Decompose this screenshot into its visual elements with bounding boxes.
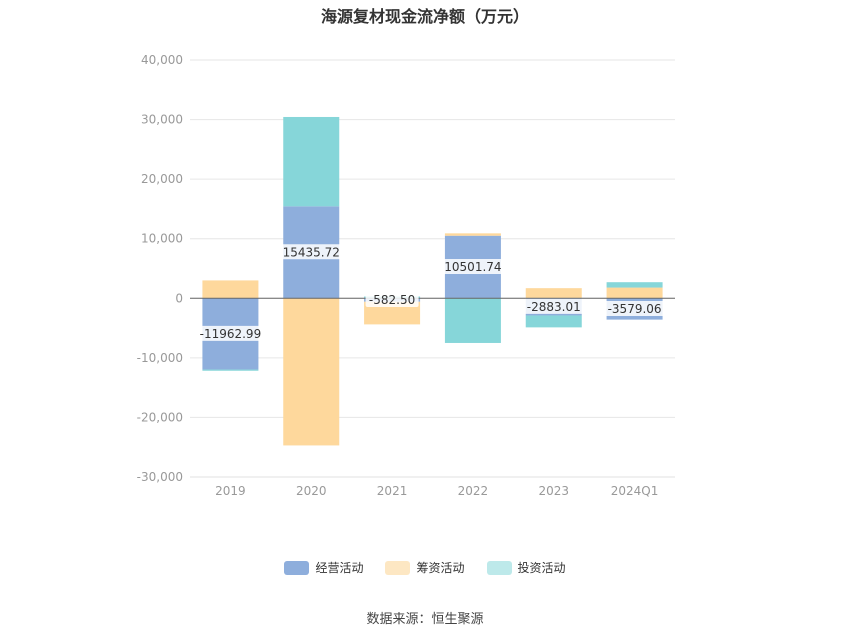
chart-title: 海源复材现金流净额（万元）	[320, 7, 529, 26]
y-tick-label: 40,000	[141, 53, 183, 67]
data-label-bg	[442, 259, 503, 275]
x-tick-label: 2023	[538, 484, 569, 498]
data-label-bg	[281, 244, 342, 260]
data-label-bg	[196, 325, 264, 341]
legend-swatch-financing	[385, 560, 411, 575]
bar	[202, 369, 259, 371]
data-label: 10501.74	[444, 260, 501, 274]
data-source: 数据来源：恒生聚源	[366, 612, 484, 627]
data-label: 15435.72	[283, 245, 340, 259]
x-tick-label: 2022	[458, 484, 489, 498]
bar	[364, 301, 421, 325]
bar	[444, 298, 501, 343]
data-label-bg	[523, 298, 584, 314]
x-tick-label: 2020	[296, 484, 327, 498]
x-tick-label: 2019	[215, 484, 246, 498]
legend-swatch-operating	[284, 560, 310, 575]
legend-label: 投资活动	[517, 561, 566, 575]
y-tick-label: -20,000	[137, 410, 183, 424]
bar	[283, 298, 340, 446]
data-label: -582.50	[369, 293, 415, 307]
bar	[283, 116, 340, 207]
data-label-bg	[365, 292, 419, 308]
bar	[525, 315, 582, 328]
legend-item-operating[interactable]: 经营活动	[284, 559, 363, 576]
legend: 经营活动 筹资活动 投资活动	[0, 559, 850, 576]
legend-item-financing[interactable]: 筹资活动	[385, 559, 465, 576]
x-tick-label: 2021	[377, 484, 408, 498]
y-tick-label: 20,000	[141, 172, 183, 186]
data-label: -3579.06	[608, 302, 662, 316]
bar	[525, 288, 582, 299]
data-label: -11962.99	[200, 327, 262, 341]
bar	[606, 287, 663, 299]
x-tick-label: 2024Q1	[611, 484, 659, 498]
data-label-bg	[604, 300, 665, 316]
legend-item-investing[interactable]: 投资活动	[486, 559, 566, 576]
y-tick-label: -30,000	[137, 470, 183, 484]
legend-label: 筹资活动	[416, 561, 465, 575]
legend-swatch-investing	[486, 560, 512, 575]
legend-label: 经营活动	[315, 561, 364, 575]
bar	[444, 233, 501, 236]
bar	[606, 282, 663, 288]
y-tick-label: 10,000	[141, 232, 183, 246]
data-label: -2883.01	[527, 300, 581, 314]
y-tick-label: 30,000	[141, 113, 183, 127]
bar	[202, 280, 259, 299]
y-tick-label: -10,000	[137, 351, 183, 365]
y-tick-label: 0	[175, 291, 183, 305]
